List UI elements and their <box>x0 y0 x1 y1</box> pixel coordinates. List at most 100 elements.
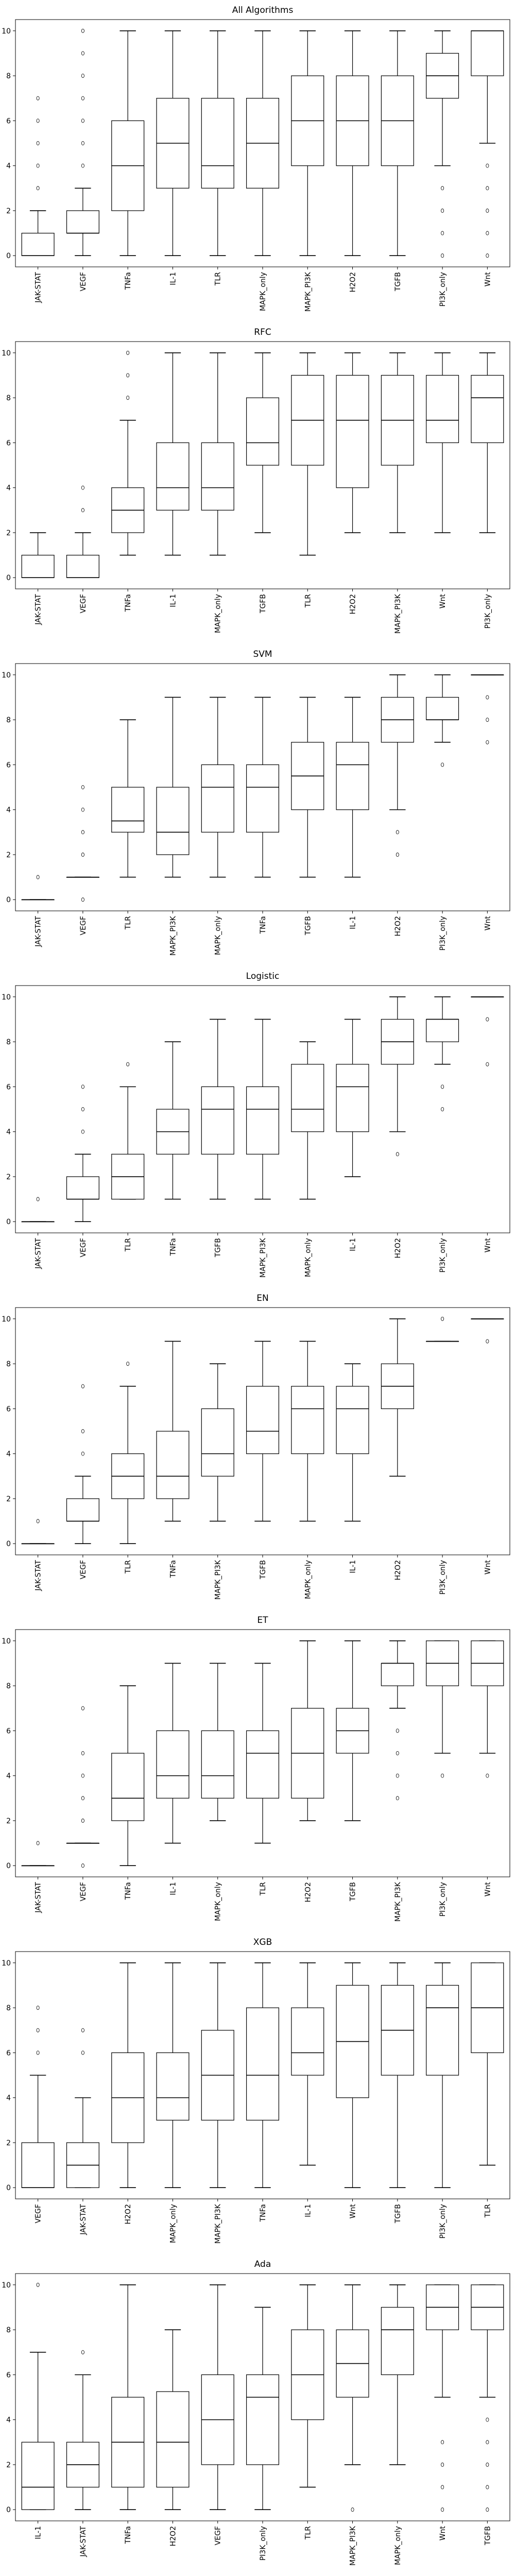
iqr-box <box>66 210 99 234</box>
y-tick-label: 8 <box>6 716 11 724</box>
iqr-box <box>156 1730 190 1799</box>
outlier-point <box>486 186 489 191</box>
box-TLR <box>291 2284 324 2488</box>
outlier-point <box>486 2462 489 2467</box>
x-tick-label: JAK-STAT <box>35 272 43 303</box>
x-tick-label: PI3K_only <box>439 2204 447 2239</box>
box-VEGF <box>66 1384 99 1544</box>
iqr-box <box>201 442 234 511</box>
box-Wnt <box>471 1640 504 1778</box>
outlier-point <box>36 2282 40 2287</box>
x-tick-label: PI3K_only <box>439 272 447 307</box>
chart-panel-5: ET 0 2 4 6 8 10 JAK-STAT VEGF TNFa IL-1 MAPK_only TL… <box>2 1615 510 1922</box>
box-MAPK_PI3K <box>381 1640 414 1801</box>
y-tick-label: 6 <box>6 439 11 447</box>
outlier-point <box>486 253 489 258</box>
chart-title: XGB <box>253 1937 272 1947</box>
box-PI3K_only <box>426 1640 459 1778</box>
outlier-point <box>396 1773 399 1778</box>
x-tick-label: TNFa <box>124 272 132 290</box>
box-H2O2 <box>156 2329 190 2510</box>
outlier-point <box>81 1796 84 1801</box>
x-tick-label: MAPK_PI3K <box>214 2204 222 2244</box>
box-TLR <box>111 1362 145 1544</box>
box-JAK-STAT <box>66 2028 99 2188</box>
iqr-box <box>246 1730 280 1799</box>
box-IL-1 <box>156 30 190 256</box>
box-VEGF <box>66 485 99 578</box>
x-tick-label: H2O2 <box>394 1560 402 1580</box>
x-tick-label: TNFa <box>124 2526 132 2544</box>
axes-frame <box>15 1951 510 2199</box>
y-tick-label: 6 <box>6 1083 11 1091</box>
outlier-point <box>126 396 130 400</box>
box-VEGF <box>66 28 99 256</box>
x-tick-label: VEGF <box>79 1882 88 1901</box>
axes-frame <box>15 2273 510 2521</box>
box-MAPK_only <box>201 1663 234 1821</box>
x-tick-label: Wnt <box>439 2526 447 2541</box>
box-JAK-STAT <box>21 1197 55 1223</box>
outlier-point <box>441 2462 444 2467</box>
outlier-point <box>486 2507 489 2512</box>
y-tick-label: 0 <box>6 252 11 260</box>
iqr-box <box>246 1086 280 1155</box>
outlier-point <box>126 350 130 355</box>
x-tick-label: IL-1 <box>35 2526 43 2539</box>
box-PI3K_only <box>426 30 459 258</box>
box-PI3K_only <box>426 1962 459 2188</box>
y-tick-label: 0 <box>6 1218 11 1226</box>
box-PI3K_only <box>471 352 504 533</box>
iqr-box <box>201 1730 234 1799</box>
box-TNFa <box>246 1962 280 2188</box>
outlier-point <box>441 762 444 767</box>
y-tick-label: 10 <box>2 1315 11 1324</box>
outlier-point <box>81 74 84 78</box>
chart-title: Ada <box>254 2259 271 2269</box>
x-tick-label: VEGF <box>79 1238 88 1257</box>
outlier-point <box>81 141 84 145</box>
x-tick-label: Wnt <box>484 272 492 287</box>
iqr-box <box>156 2391 190 2488</box>
iqr-box <box>426 375 459 443</box>
box-TLR <box>471 1962 504 2166</box>
outlier-point <box>81 1751 84 1755</box>
box-JAK-STAT <box>21 875 55 901</box>
y-tick-label: 8 <box>6 2326 11 2334</box>
box-MAPK_only <box>381 2284 414 2465</box>
x-tick-label: IL-1 <box>349 916 357 929</box>
y-tick-label: 10 <box>2 671 11 680</box>
axes-frame <box>15 663 510 911</box>
box-JAK-STAT <box>21 96 55 256</box>
x-tick-label: MAPK_only <box>169 2204 177 2243</box>
iqr-box <box>471 30 504 76</box>
box-MAPK_only <box>291 1341 324 1522</box>
iqr-box <box>291 1064 324 1132</box>
y-tick-label: 4 <box>6 1128 11 1137</box>
outlier-point <box>36 2006 40 2010</box>
x-tick-label: VEGF <box>35 2204 43 2223</box>
outlier-point <box>441 2507 444 2512</box>
iqr-box <box>336 1386 369 1454</box>
box-TNFa <box>246 697 280 878</box>
outlier-point <box>396 1751 399 1755</box>
x-tick-label: TGFB <box>484 2526 492 2546</box>
x-tick-label: Wnt <box>484 1238 492 1253</box>
box-IL-1 <box>336 697 369 878</box>
box-IL-1 <box>336 1019 369 1177</box>
box-TGFB <box>381 30 414 256</box>
box-Wnt <box>471 1318 504 1344</box>
y-tick-label: 6 <box>6 1727 11 1735</box>
iqr-box <box>111 787 145 833</box>
box-MAPK_PI3K <box>201 1363 234 1522</box>
outlier-point <box>441 1107 444 1111</box>
outlier-point <box>486 2485 489 2489</box>
outlier-point <box>81 2050 84 2055</box>
x-tick-label: MAPK_only <box>304 1238 312 1277</box>
x-tick-label: TNFa <box>259 916 267 934</box>
x-tick-label: TNFa <box>169 1560 177 1578</box>
chart-panel-4: EN 0 2 4 6 8 10 JAK-STAT VEGF TLR TNFa MAPK_PI3K TGF… <box>2 1293 510 1600</box>
outlier-point <box>441 1316 444 1321</box>
box-H2O2 <box>381 996 414 1157</box>
